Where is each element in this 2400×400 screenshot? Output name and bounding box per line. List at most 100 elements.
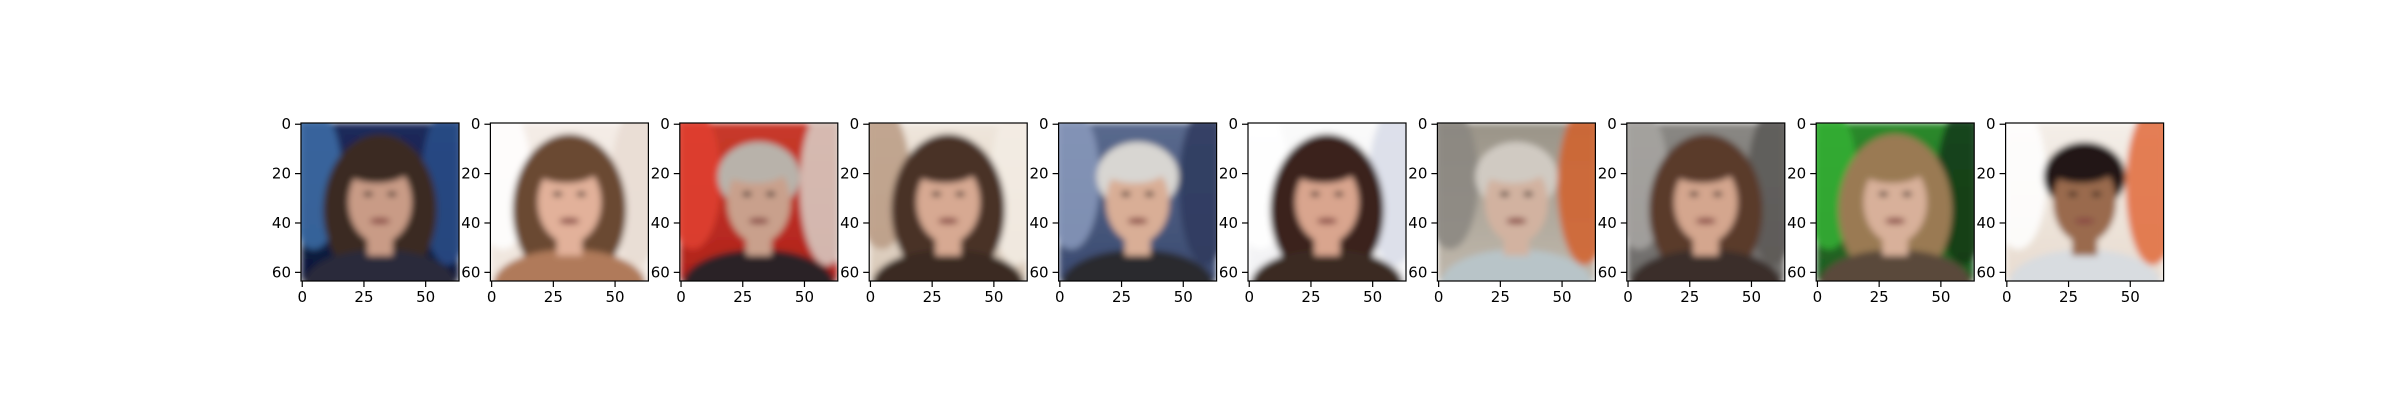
y-tick-label: 20: [840, 165, 859, 183]
y-tick-label: 20: [1030, 165, 1049, 183]
y-tick-label: 40: [1787, 214, 1806, 232]
y-tick-label: 0: [1797, 115, 1807, 133]
y-tick-label: 60: [1408, 263, 1427, 281]
image-panel: 0 25 50 0 20 40 60: [651, 115, 839, 306]
axes-frame: [1626, 122, 1786, 282]
y-tick-label: 60: [840, 263, 859, 281]
y-tick-label: 20: [272, 165, 291, 183]
y-tick-label: 60: [651, 263, 670, 281]
y-tick-label: 0: [1228, 115, 1238, 133]
y-tick-label: 0: [1986, 115, 1996, 133]
image-panel: 0 25 50 0 20 40 60: [1787, 115, 1975, 306]
y-tick-label: 20: [1977, 165, 1996, 183]
y-tick-label: 60: [1598, 263, 1617, 281]
y-tick-label: 60: [1977, 263, 1996, 281]
y-tick-label: 60: [1787, 263, 1806, 281]
x-tick-label: 0: [866, 288, 876, 306]
y-tick-label: 0: [471, 115, 481, 133]
face-image: [1248, 123, 1406, 281]
axes-frame: [1436, 122, 1597, 282]
x-tick-label: 25: [544, 288, 563, 306]
x-tick-label: 50: [1363, 288, 1382, 306]
x-tick-label: 50: [2121, 288, 2140, 306]
image-panel: 0 25 50 0 20 40 60: [1219, 115, 1407, 306]
x-tick-label: 50: [606, 288, 625, 306]
y-tick-label: 60: [461, 263, 480, 281]
x-tick-label: 0: [487, 288, 497, 306]
x-tick-label: 50: [984, 288, 1003, 306]
y-tick-label: 20: [1598, 165, 1617, 183]
face-image: [301, 123, 459, 281]
face-image: [1058, 123, 1217, 281]
x-tick-label: 0: [1623, 288, 1633, 306]
y-tick-label: 40: [1598, 214, 1617, 232]
y-tick-label: 40: [1977, 214, 1996, 232]
x-tick-label: 25: [733, 288, 752, 306]
x-tick-label: 50: [1553, 288, 1572, 306]
x-tick-label: 0: [1244, 288, 1254, 306]
axes-frame: [1057, 122, 1218, 282]
x-tick-label: 25: [923, 288, 942, 306]
x-tick-label: 0: [1813, 288, 1823, 306]
y-tick-label: 40: [651, 214, 670, 232]
y-tick-label: 0: [1607, 115, 1617, 133]
image-panel: 0 25 50 0 20 40 60: [1408, 115, 1597, 306]
x-tick-label: 50: [1174, 288, 1193, 306]
x-tick-label: 0: [1055, 288, 1065, 306]
y-tick-label: 40: [840, 214, 859, 232]
y-tick-label: 20: [1219, 165, 1238, 183]
face-image: [2005, 123, 2164, 281]
image-panel: 0 25 50 0 20 40 60: [1598, 115, 1786, 306]
axes-frame: [868, 122, 1028, 282]
image-panel: 0 25 50 0 20 40 60: [461, 115, 649, 306]
y-tick-label: 20: [1787, 165, 1806, 183]
y-tick-label: 60: [1219, 263, 1238, 281]
axes-frame: [489, 122, 649, 282]
x-tick-label: 50: [1931, 288, 1950, 306]
x-tick-label: 50: [1742, 288, 1761, 306]
x-tick-label: 25: [1112, 288, 1131, 306]
x-tick-label: 25: [1680, 288, 1699, 306]
face-image: [1816, 123, 1975, 281]
y-tick-label: 40: [1408, 214, 1427, 232]
y-tick-label: 20: [1408, 165, 1427, 183]
panels-group: 0 25 50 0 20 40 60 0 25 50 0 20 40 60 0 25 50 0 20 40 60 0 25 5…: [272, 115, 2165, 306]
axes-frame: [679, 122, 839, 282]
x-tick-label: 0: [676, 288, 686, 306]
y-tick-label: 20: [651, 165, 670, 183]
face-image: [869, 123, 1028, 281]
y-tick-label: 0: [281, 115, 291, 133]
axes-frame: [1815, 122, 1975, 282]
y-tick-label: 0: [1418, 115, 1428, 133]
y-tick-label: 40: [1030, 214, 1049, 232]
face-image: [490, 123, 649, 281]
x-tick-label: 25: [2059, 288, 2078, 306]
y-tick-label: 60: [1030, 263, 1049, 281]
y-tick-label: 40: [272, 214, 291, 232]
x-tick-label: 50: [795, 288, 814, 306]
x-tick-label: 0: [2002, 288, 2012, 306]
face-image: [1626, 123, 1785, 281]
y-tick-label: 40: [461, 214, 480, 232]
image-panel: 0 25 50 0 20 40 60: [1030, 115, 1218, 306]
y-tick-label: 60: [272, 263, 291, 281]
image-panel: 0 25 50 0 20 40 60: [840, 115, 1028, 306]
x-tick-label: 25: [354, 288, 373, 306]
x-tick-label: 50: [416, 288, 435, 306]
y-tick-label: 40: [1219, 214, 1238, 232]
x-tick-label: 25: [1301, 288, 1320, 306]
x-tick-label: 0: [1434, 288, 1444, 306]
x-tick-label: 25: [1491, 288, 1510, 306]
axes-frame: [300, 122, 460, 282]
image-panel: 0 25 50 0 20 40 60: [272, 115, 460, 306]
y-tick-label: 0: [1039, 115, 1049, 133]
y-tick-label: 0: [660, 115, 670, 133]
image-panel: 0 25 50 0 20 40 60: [1977, 115, 2165, 306]
y-tick-label: 20: [461, 165, 480, 183]
x-tick-label: 0: [297, 288, 307, 306]
x-tick-label: 25: [1870, 288, 1889, 306]
face-image: [679, 123, 838, 281]
y-tick-label: 0: [850, 115, 860, 133]
axes-frame: [1247, 122, 1407, 282]
